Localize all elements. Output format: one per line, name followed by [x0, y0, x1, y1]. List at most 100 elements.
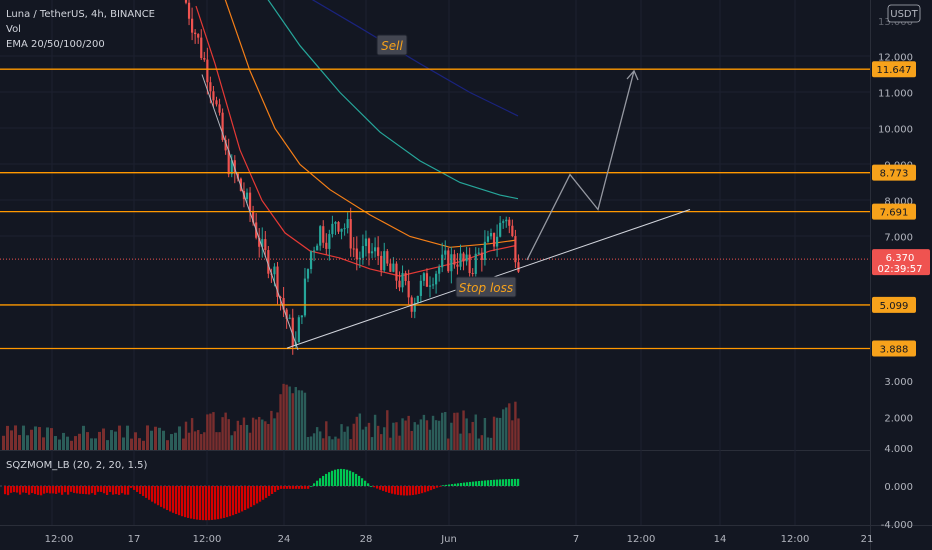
momentum-bar [148, 486, 151, 500]
time-axis[interactable]: 12:00 17 12:00 24 28 Jun 7 12:00 14 12:00 21 [45, 534, 874, 545]
momentum-bar [385, 486, 388, 492]
volume-bar [233, 431, 236, 450]
volume-bar [315, 427, 319, 450]
momentum-bar [169, 486, 172, 512]
volume-bar [511, 420, 514, 450]
volume-bar [18, 435, 21, 450]
momentum-bar [34, 486, 37, 495]
volume-bar [6, 425, 9, 450]
momentum-bar [199, 486, 202, 520]
volume-bar [309, 436, 313, 450]
currency-text: USDT [890, 9, 918, 20]
momentum-bar [400, 486, 403, 496]
volume-bar [30, 429, 33, 450]
stop-loss-annotation[interactable]: Stop loss [455, 276, 517, 298]
user-drawings[interactable] [201, 69, 691, 351]
candle-body [459, 253, 462, 267]
candle-body [374, 247, 377, 252]
volume-bar [150, 430, 153, 450]
volume-bar [285, 384, 288, 450]
momentum-bar [430, 486, 433, 491]
momentum-bar [202, 486, 205, 521]
momentum-bar [4, 486, 7, 495]
level-price-tag [872, 296, 916, 313]
momentum-bar [61, 486, 64, 495]
momentum-bar [52, 486, 55, 494]
momentum-bar [307, 486, 310, 489]
candle-body [483, 241, 486, 260]
volume-bar [373, 414, 377, 450]
ema50-line [224, 0, 517, 248]
volume-bar [282, 383, 285, 450]
momentum-bar [250, 486, 253, 507]
price-tick-label: 12.000 [878, 53, 913, 64]
candle-body [407, 280, 410, 298]
momentum-bar [238, 486, 241, 513]
volume-bar [62, 432, 65, 450]
candle-body [517, 262, 520, 272]
candle-body [377, 247, 380, 256]
candle-body [212, 91, 215, 101]
volume-bar [227, 419, 230, 450]
volume-bar [178, 426, 181, 450]
oscillator-tick-label: 4.000 [884, 444, 913, 455]
currency-label[interactable]: USDT [887, 4, 921, 23]
momentum-bar [358, 475, 361, 486]
volume-legend[interactable]: Vol [6, 24, 21, 35]
volume-bar [209, 413, 212, 450]
volume-bar [78, 433, 81, 450]
volume-bar [367, 422, 371, 450]
candle-body [285, 309, 288, 319]
ema-legend[interactable]: EMA 20/50/100/200 [6, 39, 105, 50]
momentum-bar [184, 486, 187, 518]
horizontal-levels[interactable] [0, 68, 870, 350]
momentum-bar [28, 486, 31, 495]
volume-bar [416, 424, 419, 450]
candle-body [477, 252, 480, 254]
volume-bar [483, 417, 487, 450]
volume-bar [174, 432, 177, 450]
volume-bar [142, 440, 145, 450]
momentum-bar [421, 486, 424, 494]
momentum-bar [181, 486, 184, 517]
momentum-bar [484, 480, 487, 486]
candle-body [450, 254, 453, 272]
indicator-legend[interactable]: SQZMOM_LB (20, 2, 20, 1.5) [6, 460, 148, 471]
candle-body [456, 264, 459, 267]
momentum-bar [64, 486, 67, 493]
volume-bar [212, 412, 215, 450]
momentum-bar [214, 486, 217, 520]
momentum-bar [469, 481, 472, 486]
candle-body [416, 295, 419, 303]
momentum-bar [235, 486, 238, 515]
candle-body [441, 254, 444, 268]
momentum-bar [388, 486, 391, 493]
momentum-bar [196, 486, 199, 520]
sell-annotation[interactable]: Sell [376, 34, 408, 56]
volume-bar [477, 438, 480, 450]
volume-bar [276, 412, 279, 450]
ema200-line [311, 0, 519, 117]
momentum-bar [67, 486, 70, 495]
candle-body [282, 297, 285, 310]
volume-bar [376, 425, 380, 450]
time-tick-label: 7 [573, 534, 579, 545]
squeeze-momentum-histogram [0, 468, 520, 521]
volume-bar [118, 425, 121, 450]
volume-bar [395, 422, 398, 450]
projection-path [526, 70, 635, 261]
price-tick-label: 8.000 [884, 197, 913, 208]
candle-body [447, 250, 450, 272]
symbol-legend[interactable]: Luna / TetherUS, 4h, BINANCE [6, 9, 156, 20]
price-axis[interactable]: 12.00011.00010.0009.0008.0007.0003.0002.… [872, 17, 930, 531]
momentum-bar [325, 473, 328, 486]
candle-body [258, 237, 261, 247]
momentum-bar [22, 486, 25, 493]
volume-bar [130, 438, 133, 450]
candle-body [337, 222, 340, 232]
volume-bar [517, 418, 520, 450]
volume-bar [331, 439, 334, 450]
volume-bar [264, 421, 267, 450]
momentum-bar [382, 486, 385, 491]
